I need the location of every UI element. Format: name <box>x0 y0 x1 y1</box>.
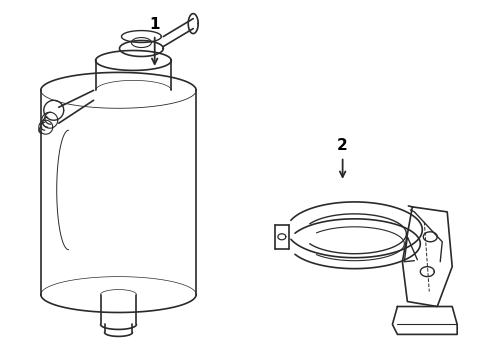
Text: 1: 1 <box>149 17 160 32</box>
Text: 2: 2 <box>337 139 348 153</box>
